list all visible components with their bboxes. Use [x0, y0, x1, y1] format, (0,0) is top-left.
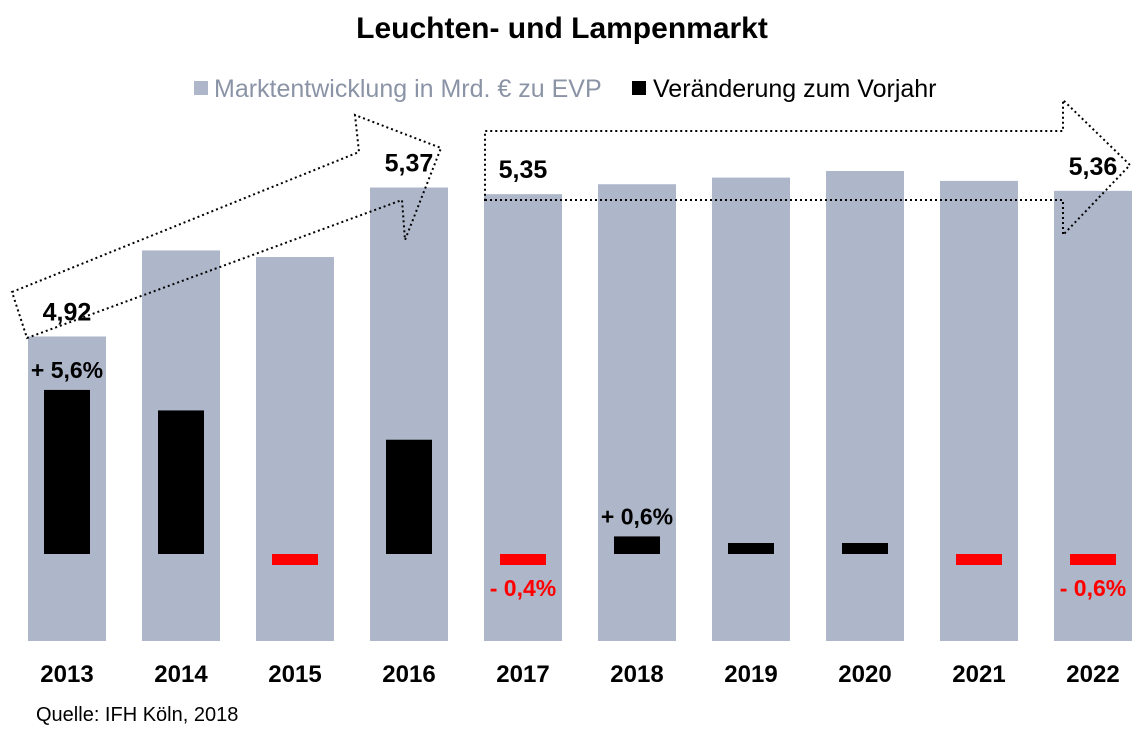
legend-label-change: Veränderung zum Vorjahr	[653, 75, 937, 103]
market-bar-2020	[826, 170, 904, 642]
change-bar-2016	[386, 439, 432, 554]
market-bar-2018	[598, 184, 676, 641]
market-bar-2016	[370, 187, 448, 641]
change-bar-2015	[272, 554, 318, 565]
legend: Marktentwicklung in Mrd. € zu EVP Veränd…	[194, 75, 937, 103]
market-bar-2017	[484, 194, 562, 641]
trend-arrows	[10, 97, 1132, 340]
change-labels: + 5,6% - 0,4% + 0,6% - 0,6%	[31, 357, 1126, 601]
legend-label-market: Marktentwicklung in Mrd. € zu EVP	[214, 75, 602, 103]
change-bar-2019	[728, 543, 774, 554]
x-tick-2014: 2014	[154, 661, 208, 688]
x-tick-2017: 2017	[496, 661, 549, 688]
trend-arrow-flat	[484, 97, 1132, 238]
value-label-2013: 4,92	[43, 298, 92, 326]
market-bars	[28, 170, 1132, 642]
value-labels: 4,92 5,37 5,35 5,36	[43, 150, 1118, 327]
legend-swatch-market	[194, 81, 208, 95]
market-bar-2015	[256, 257, 334, 641]
value-label-2017: 5,35	[499, 156, 548, 184]
x-tick-2016: 2016	[382, 661, 435, 688]
change-bar-2013	[44, 389, 90, 554]
x-tick-2021: 2021	[952, 661, 1005, 688]
x-axis-labels: 2013 2014 2015 2016 2017 2018 2019 2020 2021 2022	[40, 661, 1119, 688]
change-bars	[44, 389, 1116, 565]
legend-swatch-change	[632, 81, 646, 95]
market-bar-2021	[940, 180, 1018, 641]
change-label-2013: + 5,6%	[31, 357, 103, 383]
x-tick-2015: 2015	[268, 661, 321, 688]
change-label-2022: - 0,6%	[1060, 575, 1126, 601]
x-tick-2013: 2013	[40, 661, 93, 688]
market-bar-2022	[1054, 190, 1132, 641]
change-label-2017: - 0,4%	[490, 575, 556, 601]
change-bar-2020	[842, 543, 888, 554]
x-tick-2019: 2019	[724, 661, 777, 688]
chart-title: Leuchten- und Lampenmarkt	[356, 12, 768, 45]
source-note: Quelle: IFH Köln, 2018	[36, 704, 238, 726]
change-bar-2014	[158, 410, 204, 554]
change-bar-2021	[956, 554, 1002, 565]
market-bar-2019	[712, 177, 790, 641]
trend-arrow-rising	[10, 113, 443, 340]
x-tick-2018: 2018	[610, 661, 663, 688]
x-tick-2020: 2020	[838, 661, 891, 688]
change-bar-2017	[500, 554, 546, 565]
change-label-2018: + 0,6%	[601, 503, 673, 529]
change-bar-2018	[614, 536, 660, 554]
value-label-2016: 5,37	[385, 150, 434, 178]
value-label-2022: 5,36	[1069, 153, 1118, 181]
x-tick-2022: 2022	[1066, 661, 1119, 688]
change-bar-2022	[1070, 554, 1116, 565]
